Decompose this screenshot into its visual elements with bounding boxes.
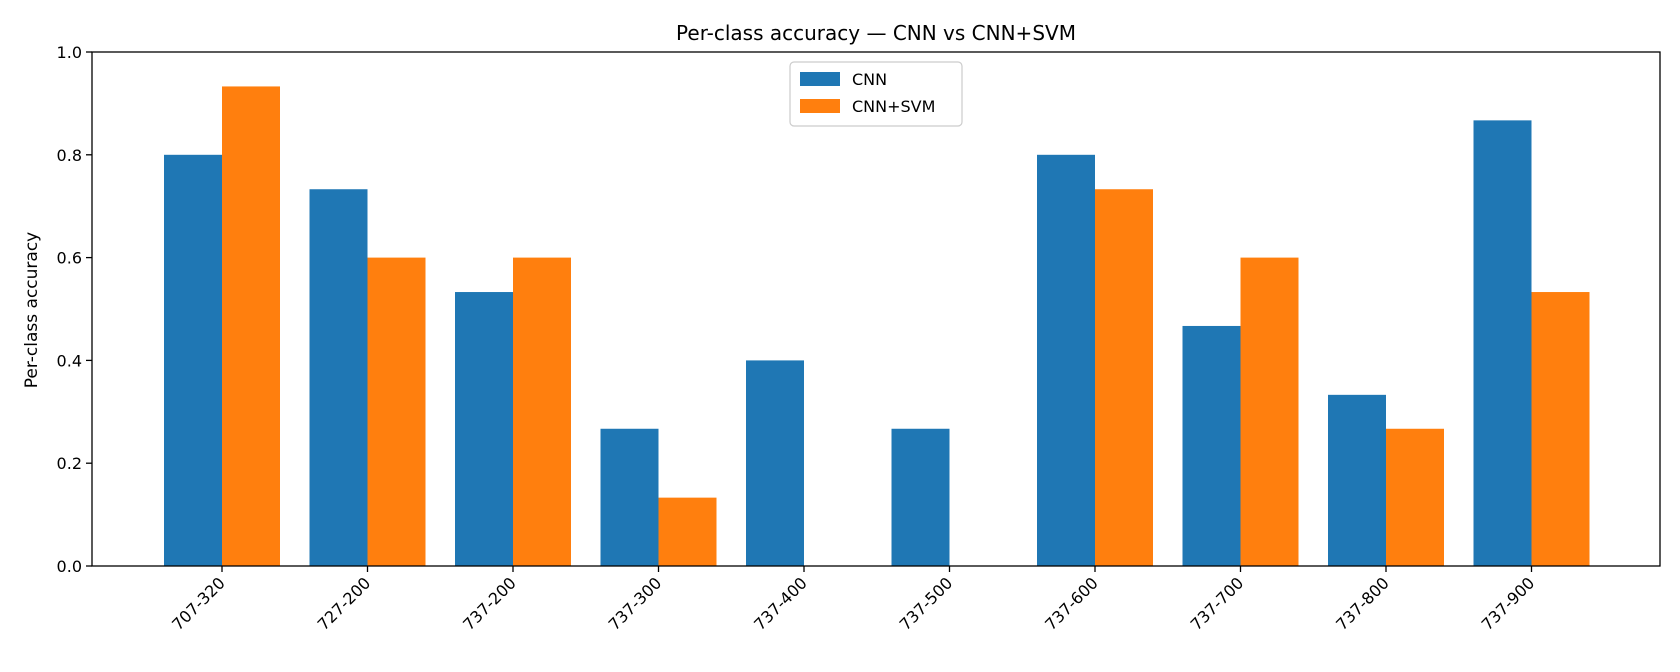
bar-cnn-737-700 (1182, 325, 1241, 566)
legend-label-cnn: CNN (852, 70, 887, 89)
y-tick-label: 0.6 (57, 249, 82, 268)
bar-cnn-svm-707-320 (222, 86, 280, 567)
y-axis-label: Per-class accuracy (22, 232, 42, 388)
y-tick-label: 0.0 (57, 557, 82, 576)
x-tick-label: 707-320 (168, 573, 229, 634)
x-tick-label: 737-300 (605, 573, 666, 634)
bar-cnn-svm-727-200 (367, 257, 426, 566)
bar-cnn-737-900 (1473, 120, 1532, 566)
bar-cnn-svm-737-800 (1386, 428, 1444, 566)
x-tick-label: 737-200 (459, 573, 520, 634)
x-tick-label: 737-500 (896, 573, 957, 634)
legend-label-cnn-svm: CNN+SVM (852, 97, 935, 116)
x-tick-label: 737-400 (750, 573, 811, 634)
bar-cnn-svm-737-600 (1095, 189, 1153, 566)
bar-cnn-737-500 (891, 428, 950, 566)
bars-group (164, 86, 1590, 567)
bar-cnn-727-200 (309, 189, 368, 566)
x-tick-label: 737-800 (1332, 573, 1393, 634)
bar-cnn-737-200 (455, 292, 513, 566)
y-tick-label: 0.2 (57, 454, 82, 473)
bar-cnn-737-300 (600, 428, 659, 566)
bar-cnn-737-400 (746, 360, 804, 566)
x-tick-label: 737-700 (1187, 573, 1248, 634)
bar-cnn-737-800 (1328, 394, 1386, 566)
bar-cnn-svm-737-200 (513, 257, 571, 566)
x-tick-label: 737-900 (1478, 573, 1539, 634)
legend-swatch-cnn-svm (800, 99, 840, 113)
x-tick-label: 727-200 (314, 573, 375, 634)
bar-cnn-svm-737-900 (1531, 292, 1590, 566)
y-tick-label: 0.4 (57, 351, 82, 370)
legend: CNN CNN+SVM (789, 61, 963, 127)
y-tick-label: 0.8 (57, 146, 82, 165)
legend-swatch-cnn (800, 72, 840, 86)
y-tick-label: 1.0 (57, 43, 82, 62)
x-axis: 707-320 727-200 737-200 737-300 737-400 737-5… (168, 566, 1538, 634)
y-axis: 0.0 0.2 0.4 0.6 0.8 1.0 (57, 43, 92, 576)
chart-title: Per-class accuracy — CNN vs CNN+SVM (676, 21, 1076, 45)
bar-cnn-svm-737-700 (1240, 257, 1299, 566)
bar-cnn-707-320 (164, 154, 222, 567)
plot-frame (91, 51, 1661, 567)
x-tick-label: 737-600 (1041, 573, 1102, 634)
bar-cnn-737-600 (1037, 154, 1095, 567)
bar-cnn-svm-737-300 (658, 497, 717, 566)
